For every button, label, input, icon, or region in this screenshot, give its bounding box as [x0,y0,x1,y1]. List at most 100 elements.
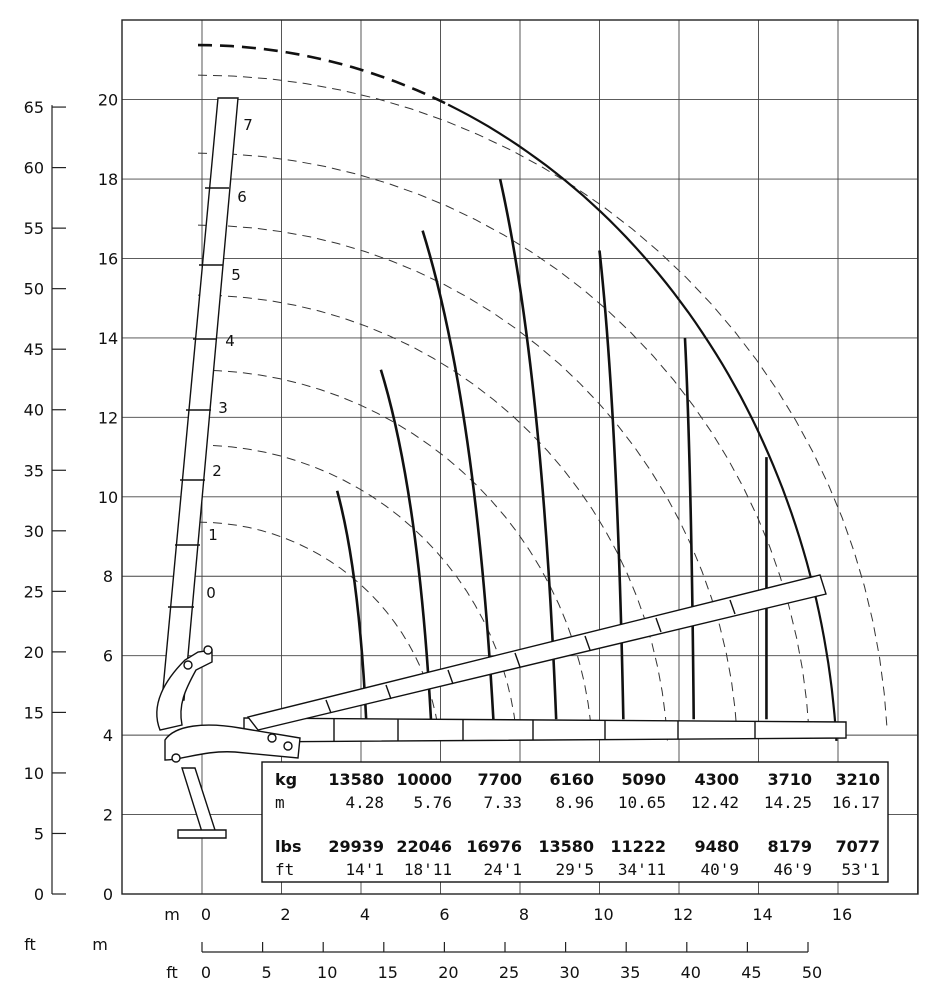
m-bottom-tick-label: 14 [752,905,772,924]
ft-tick-label: 65 [24,98,44,117]
load-table-cell-kg: 5090 [621,770,666,789]
boom-position-arcs [197,74,888,741]
plot-frame [121,19,919,895]
ft-bottom-tick-label: 0 [201,963,211,982]
load-table-cell-ft: 40'9 [700,860,739,879]
m-label: m [275,793,285,812]
load-table-cell-ft: 34'11 [618,860,666,879]
load-table-cell-ft: 14'1 [345,860,384,879]
m-bottom-tick-label: 4 [360,905,370,924]
load-table-cell-ft: 18'11 [404,860,452,879]
load-table-cell-m: 14.25 [764,793,812,812]
ft-axis-bottom: 0 5 10 15 20 25 30 35 40 45 50 [201,942,822,982]
outer-envelope [447,103,838,741]
capacity-curve [421,230,495,720]
m-bottom-tick-label: 0 [201,905,211,924]
boom-position-label: 3 [218,399,228,417]
outer-envelope-dashed [197,43,449,106]
m-tick-label: 18 [98,170,118,189]
m-tick-label: 0 [103,885,113,904]
load-table-cell-kg: 3210 [835,770,880,789]
ft-tick-label: 45 [24,340,44,359]
capacity-curve [683,337,696,720]
load-table-cell-lbs: 7077 [835,837,880,856]
unit-ft-corner: ft [24,935,36,954]
unit-ft-bottom: ft [166,963,178,982]
load-table-cell-lbs: 16976 [466,837,522,856]
load-table-cell-kg: 7700 [477,770,522,789]
load-table-cell-kg: 13580 [328,770,384,789]
m-bottom-tick-label: 16 [832,905,852,924]
ft-bottom-tick-label: 5 [262,963,272,982]
boom-inclined [246,574,827,731]
m-tick-label: 4 [103,726,113,745]
ft-tick-label: 50 [24,280,44,299]
boom-position-arc [197,369,592,724]
load-table-cell-lbs: 13580 [538,837,594,856]
ft-tick-label: 10 [24,764,44,783]
ft-tick-label: 25 [24,582,44,601]
m-tick-label: 16 [98,249,118,268]
ft-bottom-tick-label: 25 [499,963,519,982]
load-table-cell-kg: 6160 [549,770,594,789]
boom-position-labels: 0 1 2 3 4 5 6 7 [206,116,253,602]
ft-axis-left: 0 5 10 15 20 25 30 35 40 45 50 55 60 65 [24,98,66,904]
ft-bottom-tick-label: 35 [620,963,640,982]
load-table-cell-lbs: 8179 [767,837,812,856]
ft-bottom-tick-label: 40 [681,963,701,982]
boom-position-arc [197,444,517,732]
m-tick-label: 8 [103,567,113,586]
ft-bottom-tick-label: 10 [317,963,337,982]
m-tick-label: 20 [98,91,118,110]
load-table-cell-kg: 4300 [694,770,739,789]
load-table-cell-m: 5.76 [413,793,452,812]
unit-m-corner: m [92,935,108,954]
boom-position-label: 1 [208,526,218,544]
capacity-curve [379,369,433,720]
m-tick-label: 10 [98,488,118,507]
boom-position-label: 5 [231,266,241,284]
load-table: kg m lbs ft 13580 10000 7700 6160 5090 4300 37… [261,761,889,883]
load-table-cell-m: 4.28 [345,793,384,812]
capacity-curve [598,250,625,720]
lbs-label: lbs [275,837,301,856]
capacity-curve [335,490,368,720]
load-table-cell-m: 10.65 [618,793,666,812]
load-table-frame [261,761,889,883]
m-tick-label: 6 [103,647,113,666]
unit-m-bottom: m [164,905,180,924]
ft-tick-label: 20 [24,643,44,662]
m-bottom-tick-label: 6 [439,905,449,924]
capacity-curves [197,43,838,741]
boom-position-arc [197,152,810,734]
load-table-cell-m: 8.96 [555,793,594,812]
load-table-cell-kg: 3710 [767,770,812,789]
crane-base [156,645,301,839]
load-table-cell-m: 7.33 [483,793,522,812]
ft-bottom-tick-label: 30 [559,963,579,982]
capacity-curve [498,178,558,720]
load-table-cell-lbs: 11222 [610,837,666,856]
load-table-cell-kg: 10000 [396,770,452,789]
m-axis-bottom: 0 2 4 6 8 10 12 14 16 [201,905,852,924]
m-bottom-tick-label: 10 [593,905,613,924]
ft-tick-label: 60 [24,159,44,178]
load-table-cells: 13580 10000 7700 6160 5090 4300 3710 3210 4.28 5.… [328,770,880,879]
load-table-cell-lbs: 22046 [396,837,452,856]
ft-label: ft [275,860,294,879]
ft-tick-label: 15 [24,703,44,722]
m-bottom-tick-label: 12 [673,905,693,924]
load-table-cell-ft: 29'5 [555,860,594,879]
ft-tick-label: 55 [24,219,44,238]
ft-tick-label: 5 [34,824,44,843]
load-table-cell-ft: 24'1 [483,860,522,879]
boom-position-label: 7 [243,116,253,134]
ft-bottom-tick-label: 45 [741,963,761,982]
load-table-cell-m: 12.42 [691,793,739,812]
m-tick-label: 14 [98,329,118,348]
m-bottom-tick-label: 8 [519,905,529,924]
boom-position-label: 6 [237,188,247,206]
boom-position-arc [197,74,888,730]
load-table-cell-m: 16.17 [832,793,880,812]
